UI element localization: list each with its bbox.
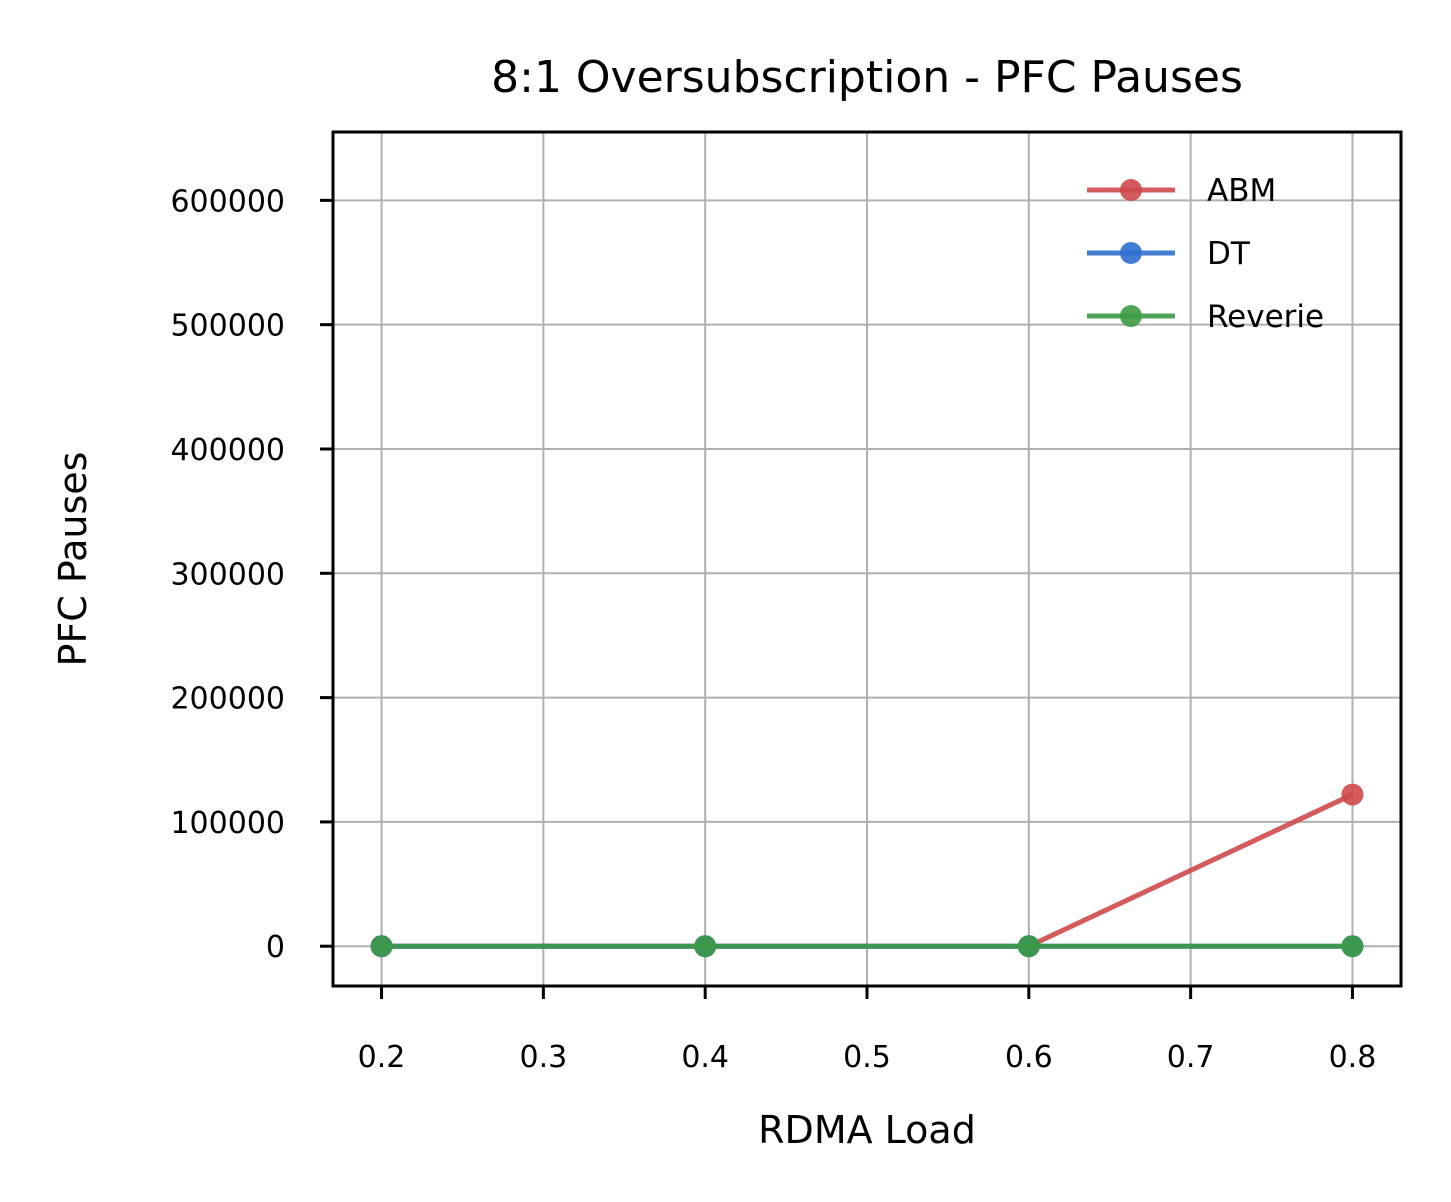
x-tick-label: 0.3 xyxy=(520,1040,568,1075)
data-point-reverie xyxy=(370,935,393,958)
series-lines xyxy=(370,783,1364,958)
y-axis-ticks: 0 100000 200000 300000 400000 500000 600000 xyxy=(170,184,333,965)
y-tick-label: 0 xyxy=(266,930,285,965)
x-tick-label: 0.8 xyxy=(1329,1040,1377,1075)
y-tick-label: 500000 xyxy=(170,309,285,344)
x-axis-label: RDMA Load xyxy=(758,1108,976,1152)
x-tick-label: 0.4 xyxy=(681,1040,729,1075)
x-tick-label: 0.7 xyxy=(1167,1040,1215,1075)
legend-label-dt: DT xyxy=(1207,236,1251,272)
y-tick-label: 300000 xyxy=(170,557,285,592)
grid xyxy=(333,132,1401,986)
legend-label-abm: ABM xyxy=(1207,173,1276,209)
x-tick-label: 0.2 xyxy=(358,1040,406,1075)
y-axis-label: PFC Pauses xyxy=(51,452,95,667)
x-axis-ticks: 0.2 0.3 0.4 0.5 0.6 0.7 0.8 xyxy=(358,986,1377,1075)
y-tick-label: 200000 xyxy=(170,682,285,717)
chart-title: 8:1 Oversubscription - PFC Pauses xyxy=(491,52,1243,103)
data-point-reverie xyxy=(1341,935,1364,958)
legend-marker-abm xyxy=(1120,179,1142,201)
legend: ABM DT Reverie xyxy=(1087,173,1324,335)
legend-marker-dt xyxy=(1120,242,1142,264)
x-tick-label: 0.6 xyxy=(1005,1040,1053,1075)
data-point-abm xyxy=(1341,783,1364,806)
y-tick-label: 400000 xyxy=(170,433,285,468)
y-tick-label: 100000 xyxy=(170,806,285,841)
x-tick-label: 0.5 xyxy=(843,1040,891,1075)
data-point-reverie xyxy=(694,935,717,958)
data-point-reverie xyxy=(1017,935,1040,958)
legend-marker-reverie xyxy=(1120,305,1142,327)
y-tick-label: 600000 xyxy=(170,184,285,219)
legend-label-reverie: Reverie xyxy=(1207,299,1324,335)
